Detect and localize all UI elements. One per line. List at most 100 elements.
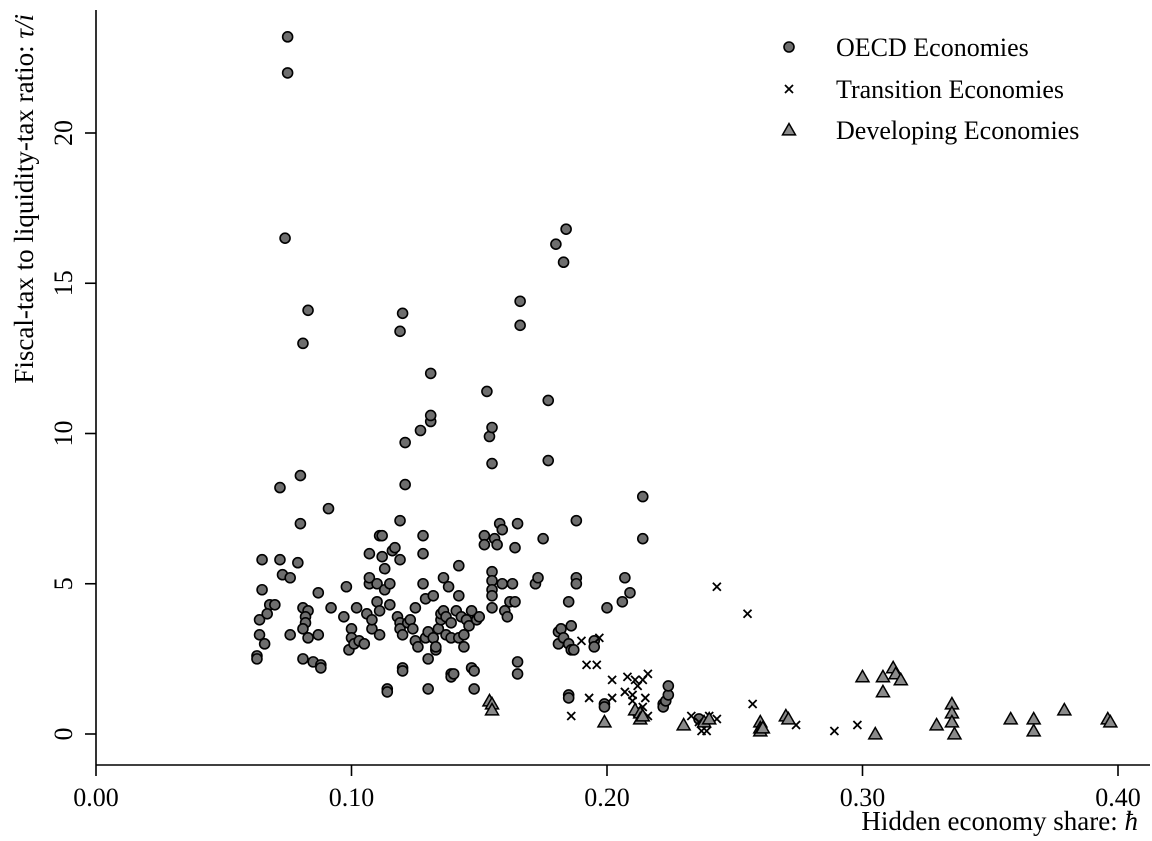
data-point [484,701,500,716]
y-axis-title: Fiscal-tax to liquidity-tax ratio: τ/i [9,14,39,384]
data-point [662,680,675,692]
y-tick-label: 20 [49,120,78,146]
legend-item: OECD Economies [783,33,1029,62]
data-point [373,629,386,641]
data-point [373,604,386,617]
data-point [588,641,601,653]
data-point [253,614,266,626]
data-point [592,660,602,670]
data-point [294,517,307,530]
data-point [279,232,291,244]
data-point [394,325,406,338]
data-point [742,609,753,619]
data-point [854,668,871,683]
data-point [511,517,524,530]
data-point [256,553,268,566]
data-point [550,238,562,250]
data-point [946,725,963,740]
data-point [363,547,376,560]
legend: OECD Economies Transition Economies Develo… [781,33,1079,145]
data-point [570,577,583,590]
data-point [281,67,294,79]
data-point [780,710,797,725]
data-point [302,632,314,644]
data-point [258,638,271,650]
data-point [458,641,470,653]
data-point [567,644,580,656]
data-point [542,454,555,467]
data-point [350,601,363,614]
data-point [486,589,498,602]
x-tick-label: 0.00 [73,783,119,812]
data-point [312,586,325,599]
data-point [468,683,480,695]
x-axis-title-text: Hidden economy share: [861,806,1124,836]
x-ticks: 0.00 0.10 0.20 0.30 0.40 [73,765,1141,812]
x-axis-title-symbol: ħ [1125,806,1139,836]
legend-item: Transition Economies [784,75,1064,104]
series-circle [251,31,705,725]
legend-marker [781,121,797,136]
data-point [253,629,266,641]
data-point [274,481,286,494]
data-point [453,589,465,602]
x-tick-label: 0.30 [840,783,886,812]
data-point [701,710,717,725]
data-point [712,582,722,592]
data-point [944,713,960,728]
data-point [376,529,388,542]
data-point [358,638,371,650]
data-point [281,31,294,43]
data-point [702,726,712,736]
data-point [875,668,891,683]
x-tick-label: 0.10 [329,783,375,812]
data-point [596,713,613,728]
legend-item: Developing Economies [781,116,1079,145]
data-point [634,707,651,722]
y-tick-label: 0 [49,728,78,741]
data-point [511,668,524,680]
legend-marker [784,84,794,94]
data-point [325,601,337,614]
data-point [598,701,611,713]
data-point [463,620,475,632]
data-point [501,611,514,623]
data-point [594,633,604,643]
data-point [294,469,307,482]
data-point [366,614,378,626]
data-point [624,586,636,599]
data-point [473,611,486,623]
data-point [437,571,450,584]
data-point [396,307,409,320]
data-point [1025,710,1042,725]
data-point [453,559,465,572]
data-point [562,595,575,608]
data-point [1002,710,1019,725]
x-tick-label: 0.40 [1095,783,1141,812]
data-point [297,337,309,350]
data-point [565,620,578,632]
data-point [261,607,273,620]
data-point [468,665,480,677]
data-point [458,629,470,641]
data-point [1102,713,1119,728]
data-point [297,653,309,665]
y-ticks: 0 5 10 15 20 [49,120,96,741]
data-point [755,719,771,734]
data-point [537,532,549,545]
data-point [619,571,631,584]
data-point [566,711,576,721]
data-point [557,256,570,269]
data-point [284,629,296,641]
x-axis-title: Hidden economy share: ħ [861,806,1138,836]
data-point [292,556,304,569]
data-point [616,595,629,608]
data-point [394,553,406,566]
data-point [506,577,519,590]
legend-label: Transition Economies [836,75,1064,104]
data-point [442,580,455,593]
legend-label: Developing Economies [836,116,1079,145]
data-point [269,598,281,611]
y-axis-title-symbol: τ/i [9,14,39,39]
data-point [297,623,309,635]
